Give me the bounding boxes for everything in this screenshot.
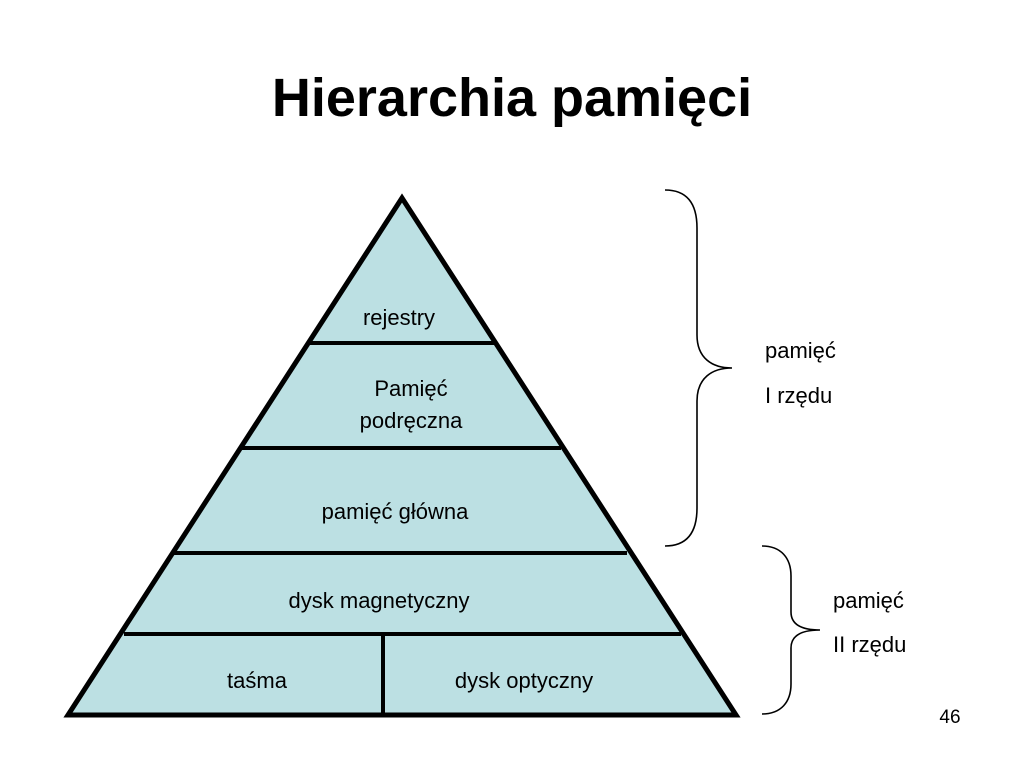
primary-memory-brace: [664, 189, 733, 547]
level-magnetic-disk-label: dysk magnetyczny: [289, 588, 470, 613]
pyramid-shape: [63, 193, 741, 718]
secondary-memory-label-line1: pamięć: [833, 588, 904, 613]
secondary-memory-label-line2: II rzędu: [833, 632, 906, 657]
primary-memory-label-line1: pamięć: [765, 338, 836, 363]
page-number: 46: [939, 707, 961, 728]
level-optical-disk-label: dysk optyczny: [455, 668, 593, 693]
level-cache-label-line2: podręczna: [360, 408, 464, 433]
secondary-memory-brace: [761, 545, 821, 715]
level-cache-label-line1: Pamięć: [374, 376, 447, 401]
level-main-memory-label: pamięć główna: [322, 499, 470, 524]
slide-title: Hierarchia pamięci: [271, 68, 753, 128]
level-registers-label: rejestry: [363, 305, 435, 330]
level-tape-label: taśma: [227, 668, 288, 693]
primary-memory-label-line2: I rzędu: [765, 383, 832, 408]
